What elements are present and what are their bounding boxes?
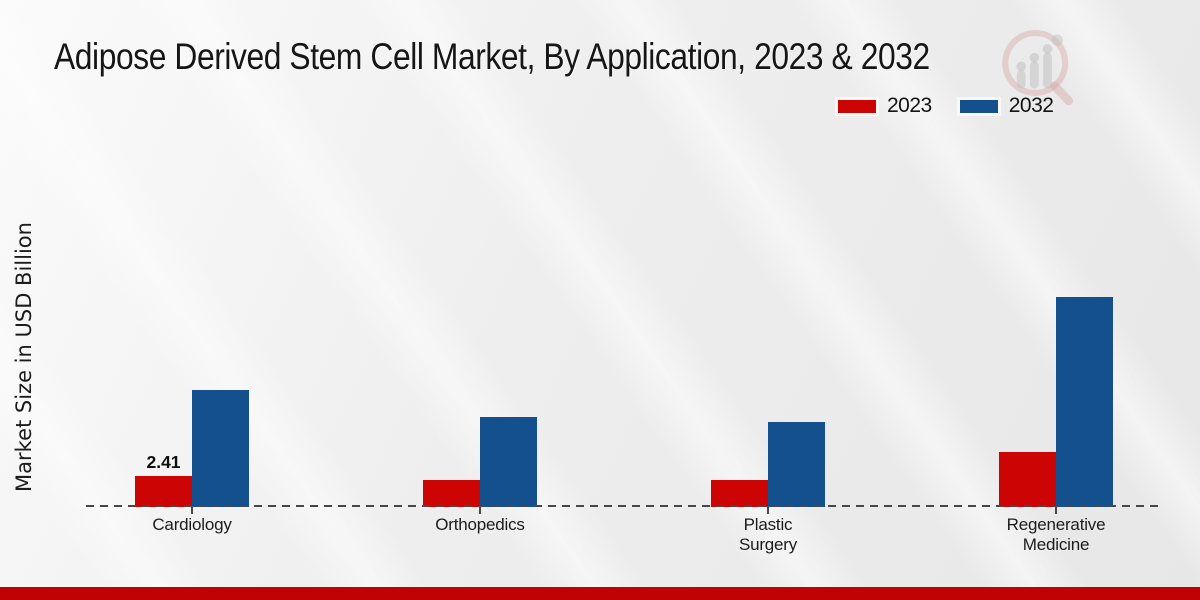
bar-value-label: 2.41 — [146, 452, 181, 472]
legend-item-2032: 2032 — [959, 94, 1054, 118]
bar-group-orthopedics: Orthopedics — [336, 0, 624, 534]
category-label: Cardiology — [152, 515, 232, 534]
category-label: Regenerative Medicine — [1006, 515, 1106, 555]
category-tick — [767, 507, 769, 514]
bar-2023-orthopedics — [423, 480, 480, 507]
legend-swatch-2032 — [959, 99, 998, 113]
bar-2032-regenerative-medicine — [1056, 297, 1113, 507]
category-tick — [191, 507, 193, 514]
bar-2032-cardiology — [192, 390, 249, 507]
bar-2032-plastic-surgery — [768, 422, 825, 507]
baseline-dashed-line — [86, 505, 1164, 507]
bar-2032-orthopedics — [480, 417, 537, 507]
bar-2023-regenerative-medicine — [999, 452, 1056, 507]
bar-group-plastic-surgery: Plastic Surgery — [624, 0, 912, 554]
legend: 2023 2032 — [838, 94, 1054, 118]
bar-2023-plastic-surgery — [711, 480, 768, 507]
bar-group-cardiology: 2.41 Cardiology — [48, 0, 336, 534]
category-tick — [1055, 507, 1057, 514]
bar-group-regenerative-medicine: Regenerative Medicine — [912, 0, 1200, 554]
legend-label-2032: 2032 — [1008, 94, 1054, 117]
magnifier-growth-chart-icon — [1002, 29, 1074, 106]
category-label: Orthopedics — [435, 515, 525, 534]
legend-label-2023: 2023 — [887, 94, 932, 117]
category-label: Plastic Surgery — [738, 515, 798, 555]
category-tick — [479, 507, 481, 514]
legend-swatch-2023 — [838, 99, 876, 113]
legend-item-2023: 2023 — [838, 94, 932, 118]
footer-accent-bar — [0, 587, 1200, 600]
chart-title: Adipose Derived Stem Cell Market, By App… — [54, 36, 930, 77]
bar-2023-cardiology — [135, 476, 192, 507]
